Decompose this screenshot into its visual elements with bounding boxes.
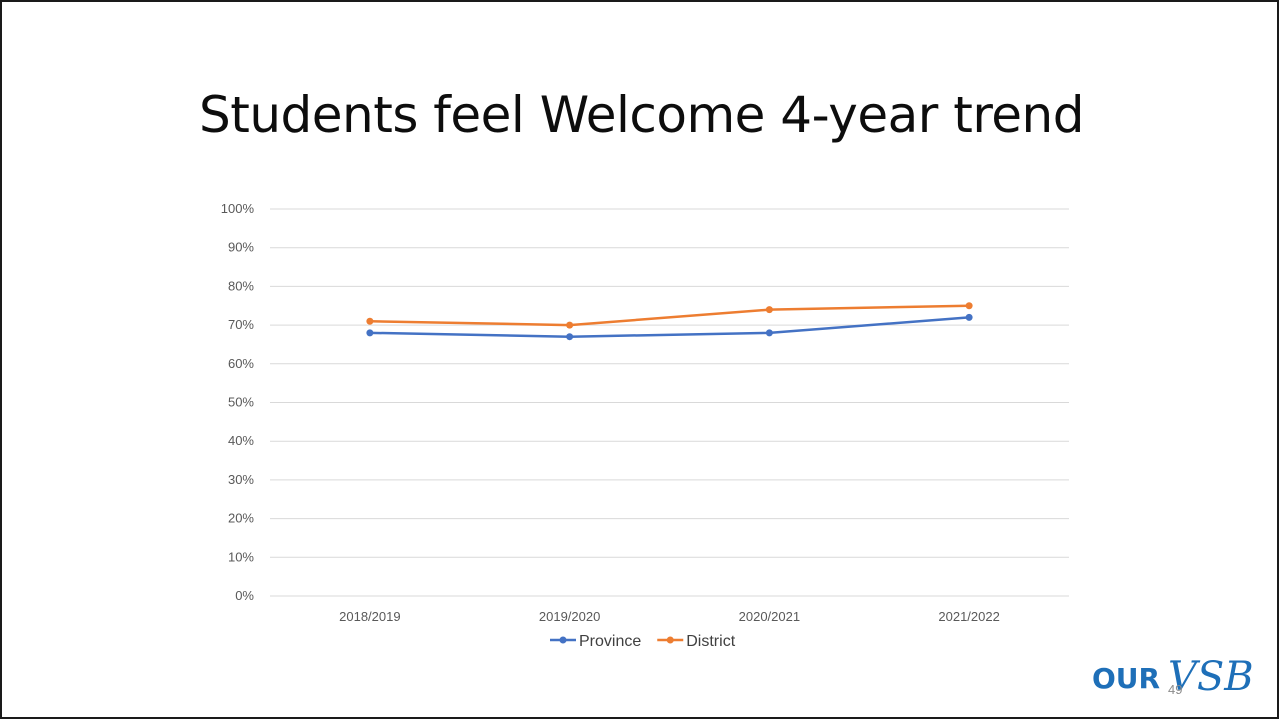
ourvsb-logo: OUR VSB xyxy=(1092,654,1262,702)
district-data-point xyxy=(366,317,374,325)
gridlines xyxy=(270,208,1069,597)
y-tick-label: 70% xyxy=(228,317,254,332)
district-data-point xyxy=(566,321,574,329)
y-tick-label: 50% xyxy=(228,395,254,410)
province-series-line xyxy=(369,316,970,338)
district-legend-marker xyxy=(666,636,674,644)
province-data-point xyxy=(366,329,374,337)
y-axis-tick-labels: 0% 10% 20% 30% 40% 50% 60% 70% 80% 90% 100% xyxy=(221,201,255,603)
y-tick-label: 100% xyxy=(221,201,255,216)
province-data-point xyxy=(965,313,973,321)
province-data-point xyxy=(566,333,574,341)
district-legend-label: District xyxy=(686,633,735,650)
slide-title: Students feel Welcome 4-year trend xyxy=(199,86,1084,144)
logo-vsb-text: VSB xyxy=(1168,654,1254,700)
x-tick-label: 2018/2019 xyxy=(339,609,400,624)
series-lines xyxy=(366,302,973,341)
y-tick-label: 40% xyxy=(228,433,254,448)
logo-our-text: OUR xyxy=(1092,662,1161,695)
province-legend-marker xyxy=(559,636,567,644)
province-data-point xyxy=(765,329,773,337)
legend: Province District xyxy=(550,633,736,650)
x-axis-tick-labels: 2018/2019 2019/2020 2020/2021 2021/2022 xyxy=(339,609,1000,624)
x-tick-label: 2021/2022 xyxy=(938,609,999,624)
province-legend-label: Province xyxy=(579,633,641,650)
y-tick-label: 80% xyxy=(228,278,254,293)
y-tick-label: 0% xyxy=(235,588,254,603)
district-series-line xyxy=(369,304,970,327)
district-data-point xyxy=(765,306,773,314)
y-tick-label: 10% xyxy=(228,549,254,564)
x-tick-label: 2019/2020 xyxy=(539,609,600,624)
district-data-point xyxy=(965,302,973,310)
x-tick-label: 2020/2021 xyxy=(739,609,800,624)
page-number: 49 xyxy=(1168,682,1183,697)
y-tick-label: 30% xyxy=(228,472,254,487)
y-tick-label: 60% xyxy=(228,356,254,371)
y-tick-label: 20% xyxy=(228,511,254,526)
y-tick-label: 90% xyxy=(228,240,254,255)
